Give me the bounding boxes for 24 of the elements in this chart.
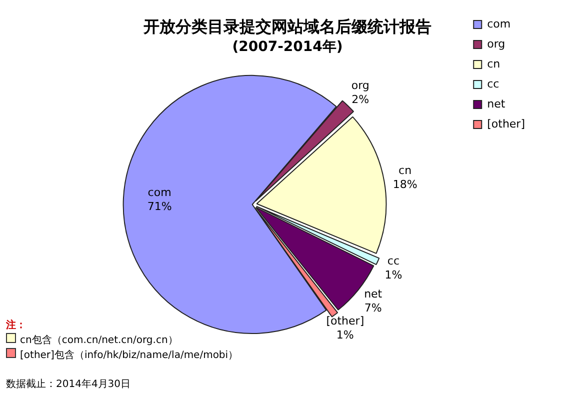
- data-label: 18%: [392, 178, 418, 191]
- slice-label: cc: [387, 254, 400, 268]
- legend-label: net: [487, 97, 506, 110]
- text: [other]包含（info/hk/biz/name/la/me/mobi）: [20, 350, 238, 361]
- slice-label: [other]: [326, 314, 364, 328]
- legend-label: org: [487, 37, 506, 50]
- data-label: 2%: [352, 93, 370, 106]
- legend-label: cn: [487, 57, 500, 70]
- data-label: 1%: [384, 268, 402, 282]
- legend-label: cc: [487, 77, 500, 90]
- slice-label: net: [364, 287, 383, 300]
- text: 注：: [6, 318, 27, 333]
- data-label: 7%: [364, 301, 382, 314]
- text: 数据截止：2014年4月30日: [6, 378, 132, 392]
- legend-label: [other]: [487, 117, 526, 130]
- legend-label: com: [487, 17, 511, 30]
- slice-label: org: [351, 79, 370, 92]
- text: (2007-2014年): [232, 39, 343, 56]
- chart-title: 开放分类目录提交网站域名后缀统计报告: [142, 16, 432, 36]
- slice-label: com: [148, 186, 172, 199]
- text: cn包含（com.cn/net.cn/org.cn）: [20, 335, 178, 346]
- slice-label: cn: [398, 164, 412, 177]
- data-label: 1%: [336, 328, 354, 342]
- data-label: 71%: [147, 200, 172, 213]
